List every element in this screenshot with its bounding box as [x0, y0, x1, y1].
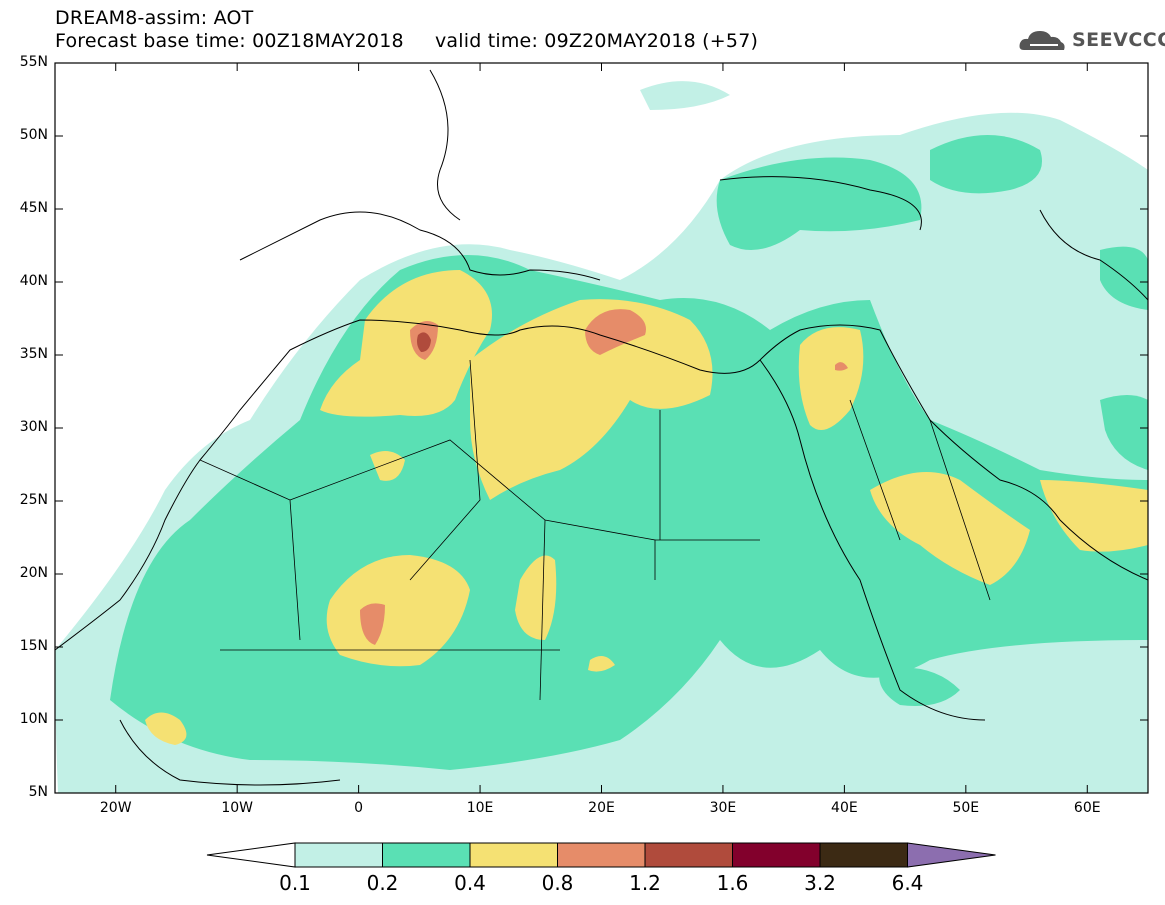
lat-tick-label: 50N: [19, 127, 48, 143]
chart-title: DREAM8-assim: AOT: [55, 7, 254, 29]
axis-ticks: [55, 62, 1148, 794]
lon-tick-label: 10E: [466, 800, 494, 816]
lon-tick-label: 20E: [588, 800, 615, 816]
lon-tick-label: 50E: [952, 800, 980, 816]
colorbar-level-label: 0.1: [279, 871, 311, 895]
seevccc-cloud-icon: [1019, 31, 1065, 50]
colorbar-level-label: 1.2: [629, 871, 661, 895]
lat-tick-label: 30N: [19, 419, 48, 435]
colorbar-segment: [819, 842, 908, 868]
colorbar-level-label: 6.4: [891, 871, 924, 895]
colorbar-segment: [382, 842, 471, 868]
colorbar-under-arrow: [206, 842, 296, 868]
colorbar: [206, 842, 996, 868]
lat-tick-label: 10N: [19, 711, 48, 727]
colorbar-level-label: 1.6: [716, 871, 749, 895]
colorbar-over-arrow: [907, 842, 996, 868]
logo-text: SEEVCCC: [1072, 29, 1165, 51]
country-borders: [199, 359, 991, 701]
lat-tick-label: 25N: [19, 492, 48, 508]
colorbar-segment: [732, 842, 821, 868]
colorbar-level-label: 3.2: [804, 871, 836, 895]
lat-tick-label: 15N: [19, 638, 48, 654]
forecast-time-label: Forecast base time: 00Z18MAY2018 valid t…: [55, 30, 759, 52]
colorbar-level-label: 0.4: [454, 871, 486, 895]
aot-level-1.2: [417, 332, 431, 352]
lat-tick-label: 55N: [19, 54, 48, 70]
lon-tick-label: 60E: [1073, 800, 1101, 816]
colorbar-segment: [294, 842, 383, 868]
lon-tick-label: 30E: [709, 800, 737, 816]
colorbar-segment: [557, 842, 646, 868]
lon-tick-label: 0: [354, 800, 364, 816]
aot-level-0.4: [145, 270, 1148, 745]
lon-tick-label: 40E: [831, 800, 858, 816]
lat-tick-label: 5N: [28, 784, 48, 800]
lat-tick-label: 35N: [19, 346, 48, 362]
colorbar-segment: [644, 842, 733, 868]
colorbar-level-label: 0.8: [541, 871, 574, 895]
colorbar-segment: [469, 842, 558, 868]
lat-tick-label: 45N: [19, 200, 48, 216]
colorbar-level-label: 0.2: [366, 871, 399, 895]
lon-tick-label: 10W: [221, 800, 253, 816]
lat-tick-label: 20N: [19, 565, 48, 581]
lon-tick-label: 20W: [99, 800, 132, 816]
lat-tick-label: 40N: [19, 273, 48, 289]
